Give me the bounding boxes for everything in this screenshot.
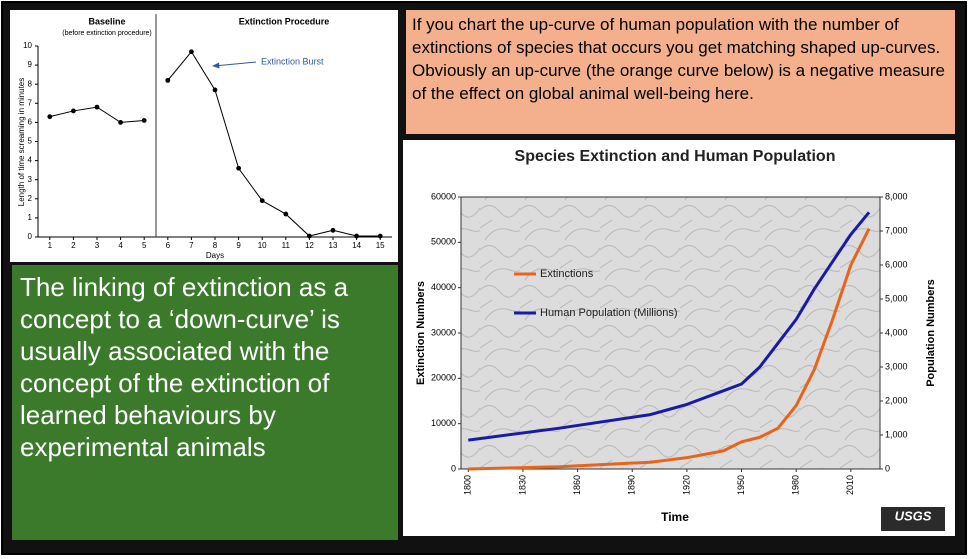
data-point <box>141 118 147 123</box>
x-tick-label: 15 <box>376 241 385 250</box>
x-tick-label: 7 <box>189 241 194 250</box>
data-point <box>236 165 242 171</box>
x-tick-label: 9 <box>236 241 241 250</box>
data-point <box>330 227 336 233</box>
x-tick-label: 1920 <box>681 475 691 495</box>
x-tick-label: 13 <box>329 241 338 250</box>
logo-background <box>881 507 945 531</box>
x-tick-label: 1950 <box>736 475 746 495</box>
x-tick-label: 1830 <box>517 475 527 495</box>
y-axis-label: Length of time screaming in minutes <box>17 78 26 207</box>
chart-title: Species Extinction and Human Population <box>515 148 836 165</box>
y-tick-label: 40000 <box>431 282 456 292</box>
x-tick-label: 2 <box>71 241 76 250</box>
data-point <box>307 233 312 239</box>
data-point <box>189 49 194 55</box>
y-tick-label: 3 <box>28 175 33 184</box>
y2-tick-label: 3,000 <box>885 361 908 371</box>
x-tick-label: 2010 <box>845 475 855 495</box>
y-axis-label: Extinction Numbers <box>415 281 427 385</box>
y2-tick-label: 7,000 <box>885 225 908 235</box>
annotation-arrowhead <box>212 62 220 69</box>
plot-background <box>461 197 880 469</box>
y-tick-label: 10000 <box>431 418 456 428</box>
legend-label: Extinctions <box>540 268 594 280</box>
data-line <box>167 50 381 237</box>
y-tick-label: 9 <box>28 60 33 69</box>
y2-axis-label: Population Numbers <box>925 279 937 387</box>
y-tick-label: 4 <box>28 156 33 165</box>
x-tick-label: 1800 <box>463 475 473 495</box>
data-line <box>468 228 871 471</box>
y2-tick-label: 1,000 <box>885 429 908 439</box>
data-point <box>71 108 76 114</box>
data-point <box>283 211 289 217</box>
x-tick-label: 8 <box>213 241 218 250</box>
x-tick-label: 3 <box>95 241 100 250</box>
x-tick-label: 1890 <box>627 475 637 495</box>
legend-label: Human Population (Millions) <box>540 307 678 319</box>
data-point <box>377 233 383 239</box>
data-point <box>118 120 123 125</box>
x-axis-label: Time <box>661 510 689 524</box>
x-tick-label: 1 <box>48 241 53 250</box>
y-tick-label: 0 <box>28 232 33 241</box>
panel-title: Baseline <box>88 16 125 26</box>
y-tick-label: 50000 <box>431 237 456 247</box>
y-tick-label: 30000 <box>431 327 456 337</box>
text-box: If you chart the up-curve of human popul… <box>406 10 955 134</box>
y-tick-label: 60000 <box>431 191 456 201</box>
y-tick-label: 10 <box>23 41 32 50</box>
data-point <box>259 198 265 204</box>
x-tick-label: 11 <box>282 241 291 250</box>
y-tick-label: 1 <box>28 213 33 222</box>
x-tick-label: 1860 <box>572 475 582 495</box>
panel-title: Extinction Procedure <box>239 16 330 26</box>
panel-note: (before extinction procedure) <box>62 30 152 37</box>
y2-tick-label: 0 <box>885 463 890 473</box>
annotation-arrow <box>213 61 257 67</box>
y-tick-label: 20000 <box>431 373 456 383</box>
y-tick-label: 5 <box>28 137 33 146</box>
text-box: The linking of extinction as a concept t… <box>12 265 398 540</box>
y-tick-label: 7 <box>28 98 33 107</box>
x-tick-label: 5 <box>142 241 147 250</box>
data-point <box>94 104 100 110</box>
annotation: Extinction Burst <box>261 56 324 66</box>
x-tick-label: 1980 <box>791 475 801 495</box>
data-point <box>47 114 53 120</box>
y-tick-label: 8 <box>28 79 33 88</box>
y2-tick-label: 8,000 <box>885 191 908 201</box>
x-axis-label: Days <box>206 251 224 260</box>
x-tick-label: 6 <box>166 241 171 250</box>
data-point <box>354 233 359 239</box>
x-tick-label: 12 <box>305 241 314 250</box>
x-tick-label: 10 <box>258 241 267 250</box>
x-tick-label: 4 <box>118 241 123 250</box>
data-point <box>165 77 171 83</box>
chart-panel <box>10 10 398 262</box>
data-line <box>468 211 871 442</box>
data-point <box>212 87 218 93</box>
y2-tick-label: 4,000 <box>885 327 908 337</box>
logo: USGS <box>895 508 932 523</box>
y2-tick-label: 5,000 <box>885 293 908 303</box>
y-tick-label: 2 <box>28 194 33 203</box>
y2-tick-label: 6,000 <box>885 259 908 269</box>
y-tick-label: 0 <box>451 463 456 473</box>
x-tick-label: 14 <box>352 241 361 250</box>
y2-tick-label: 2,000 <box>885 395 908 405</box>
y-tick-label: 6 <box>28 118 33 127</box>
